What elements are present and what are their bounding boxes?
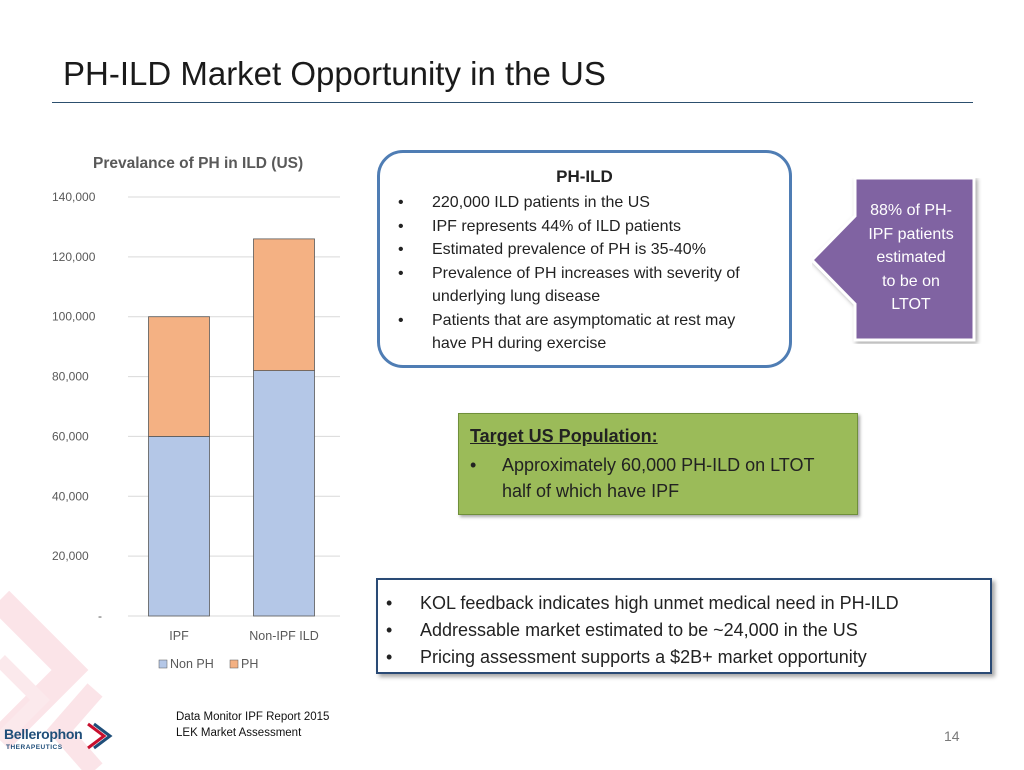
- target-heading: Target US Population:: [470, 426, 658, 446]
- target-bullets: Approximately 60,000 PH-ILD on LTOT half…: [470, 452, 842, 504]
- x-tick-label: IPF: [169, 629, 189, 643]
- x-tick-label: Non-IPF ILD: [249, 629, 318, 643]
- legend-label: Non PH: [170, 657, 214, 671]
- legend-swatch: [158, 659, 168, 669]
- legend-label: PH: [241, 657, 258, 671]
- source-line: Data Monitor IPF Report 2015: [176, 711, 330, 723]
- decorative-swoosh: [0, 590, 103, 770]
- y-tick-label: -: [98, 609, 102, 623]
- page-number: 14: [944, 728, 960, 744]
- kol-bullet: KOL feedback indicates high unmet medica…: [386, 590, 899, 617]
- y-tick-label: 80,000: [52, 370, 89, 384]
- ph-ild-bullet: IPF represents 44% of ILD patients: [398, 215, 772, 239]
- y-tick-label: 100,000: [52, 310, 96, 324]
- slide-title: PH-ILD Market Opportunity in the US: [63, 55, 606, 92]
- callout-line: IPF patients: [868, 225, 954, 243]
- callout-line: 88% of PH-: [870, 202, 952, 219]
- ltot-callout-text: 88% of PH- IPF patients estimated to be …: [852, 199, 970, 317]
- bar-ph: [148, 316, 210, 437]
- ltot-callout-arrow: [812, 178, 976, 342]
- kol-bullet: Pricing assessment supports a $2B+ marke…: [386, 644, 899, 671]
- title-rule: [52, 102, 973, 103]
- ph-ild-bullet: Prevalence of PH increases with severity…: [398, 262, 772, 309]
- bar-ph: [253, 238, 315, 371]
- sources: Data Monitor IPF Report 2015 LEK Market …: [176, 710, 329, 741]
- y-tick-label: 140,000: [52, 190, 96, 204]
- source-line: LEK Market Assessment: [176, 726, 302, 739]
- bar-non-ph: [148, 436, 210, 617]
- logo-wordmark: Bellerophon: [4, 726, 83, 742]
- y-tick-label: 40,000: [52, 489, 89, 503]
- kol-summary-box: KOL feedback indicates high unmet medica…: [376, 578, 992, 674]
- callout-line: estimated: [876, 249, 946, 266]
- y-tick-label: 120,000: [52, 250, 96, 264]
- kol-bullets: KOL feedback indicates high unmet medica…: [386, 590, 899, 671]
- callout-line: LTOT: [891, 296, 931, 313]
- ph-ild-bullet: 220,000 ILD patients in the US: [398, 191, 772, 215]
- ph-ild-box: PH-ILD 220,000 ILD patients in the US IP…: [377, 150, 792, 368]
- chevron-logo-icon: [87, 722, 113, 750]
- prevalence-chart: Prevalance of PH in ILD (US) - 20,000 40,0…: [52, 155, 340, 671]
- target-bullet: Approximately 60,000 PH-ILD on LTOT half…: [470, 452, 842, 504]
- chart-title: Prevalance of PH in ILD (US): [93, 155, 303, 172]
- logo-subtitle: THERAPEUTICS: [6, 744, 63, 751]
- y-tick-label: 20,000: [52, 549, 89, 563]
- bar-non-ph: [253, 370, 315, 617]
- kol-bullet: Addressable market estimated to be ~24,0…: [386, 617, 899, 644]
- ph-ild-bullet: Patients that are asymptomatic at rest m…: [398, 309, 762, 356]
- target-population-box: Target US Population: Approximately 60,0…: [458, 413, 858, 515]
- ph-ild-bullet: Estimated prevalence of PH is 35-40%: [398, 238, 772, 262]
- ph-ild-bullets: 220,000 ILD patients in the US IPF repre…: [398, 191, 772, 356]
- y-tick-label: 60,000: [52, 429, 89, 443]
- callout-line: to be on: [882, 272, 940, 290]
- ph-ild-heading: PH-ILD: [556, 167, 613, 186]
- legend-swatch: [229, 659, 239, 669]
